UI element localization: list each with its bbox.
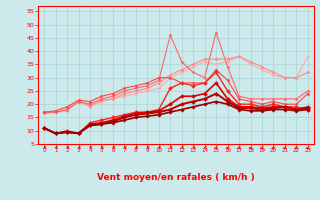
X-axis label: Vent moyen/en rafales ( km/h ): Vent moyen/en rafales ( km/h )	[97, 173, 255, 182]
